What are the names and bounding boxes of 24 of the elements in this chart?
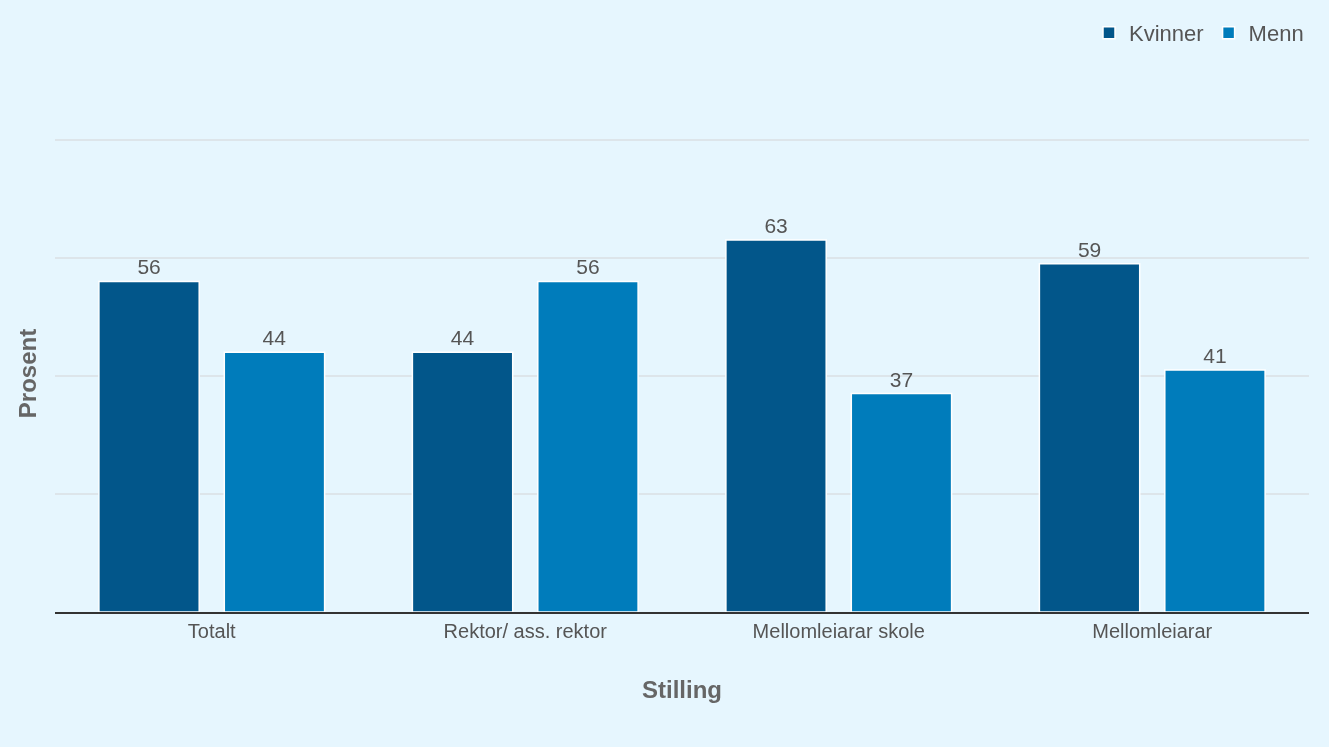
- data-label: 56: [576, 255, 600, 279]
- x-tick-label: Mellomleiarar: [1092, 619, 1213, 642]
- legend-label: Kvinner: [1129, 21, 1204, 47]
- data-label: 63: [764, 214, 788, 238]
- x-axis-title: Stilling: [642, 675, 722, 703]
- bar: [850, 392, 953, 612]
- bar: [1038, 262, 1141, 612]
- x-tick-label: Mellomleiarar skole: [752, 619, 925, 642]
- bar: [1164, 369, 1266, 612]
- bar: [411, 351, 514, 612]
- bar: [537, 280, 639, 612]
- data-label: 41: [1203, 343, 1227, 367]
- x-tick-label: Rektor/ ass. rektor: [443, 619, 608, 642]
- data-label: 37: [889, 367, 914, 391]
- bar: [223, 351, 326, 612]
- data-label: 56: [137, 255, 161, 279]
- x-tick-label: Totalt: [187, 619, 237, 642]
- bar: [725, 239, 827, 612]
- bar: [98, 280, 200, 612]
- y-axis-title: Prosent: [14, 328, 42, 419]
- legend-label: Menn: [1248, 21, 1304, 47]
- data-label: 59: [1077, 237, 1102, 261]
- data-label: 44: [262, 326, 287, 350]
- data-label: 44: [450, 326, 475, 350]
